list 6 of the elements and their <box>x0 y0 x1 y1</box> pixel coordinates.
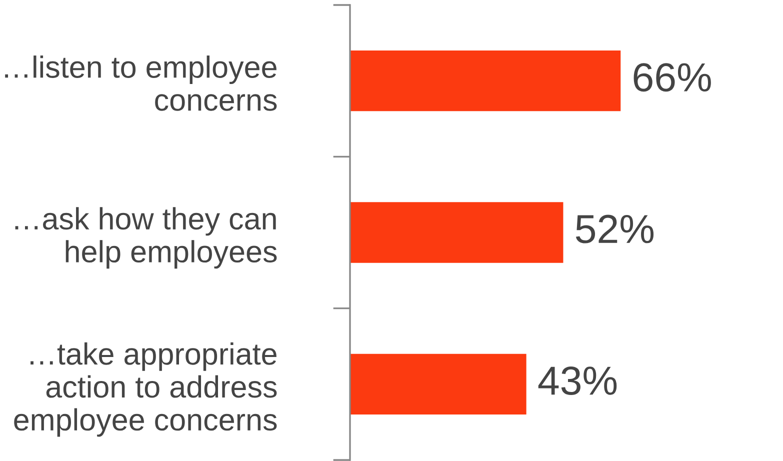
y-tick-label: …ask how they can help employees <box>15 207 277 269</box>
data-label: 43% <box>538 366 617 395</box>
y-tick-label: …listen to employee concerns <box>5 56 277 111</box>
y-tick-label: …take appropriate action to address employee concerns <box>14 342 277 437</box>
data-label: 52% <box>576 214 654 244</box>
data-label: 66% <box>634 63 711 92</box>
